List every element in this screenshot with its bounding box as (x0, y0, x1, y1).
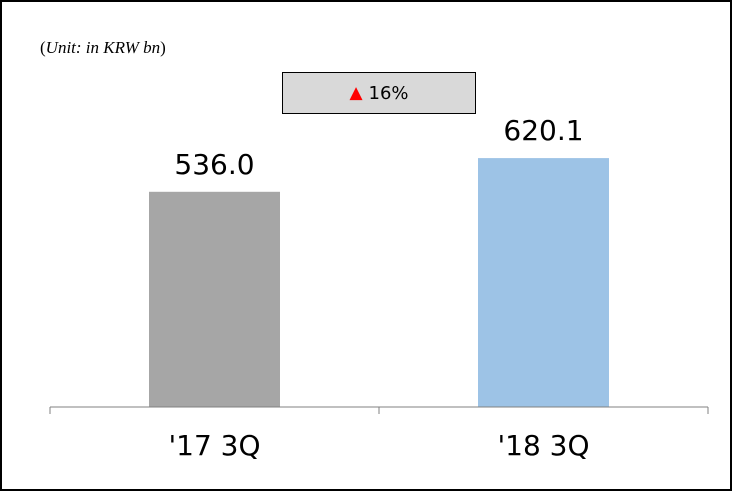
growth-callout: ▲ 16% (282, 72, 476, 114)
unit-note-text: Unit: in KRW bn (45, 38, 161, 57)
x-tick-label-0: '17 3Q (168, 429, 260, 462)
bar-0 (149, 191, 280, 407)
x-tick-label-1: '18 3Q (497, 429, 589, 462)
up-triangle-icon: ▲ (349, 82, 363, 103)
growth-value: 16% (368, 82, 409, 104)
data-label-0: 536.0 (174, 148, 254, 181)
data-label-1: 620.1 (503, 114, 583, 147)
unit-note-open-paren: ( (40, 38, 46, 57)
unit-note: (Unit: in KRW bn) (40, 38, 166, 58)
unit-note-close-paren: ) (160, 38, 166, 57)
bar-1 (478, 158, 609, 407)
